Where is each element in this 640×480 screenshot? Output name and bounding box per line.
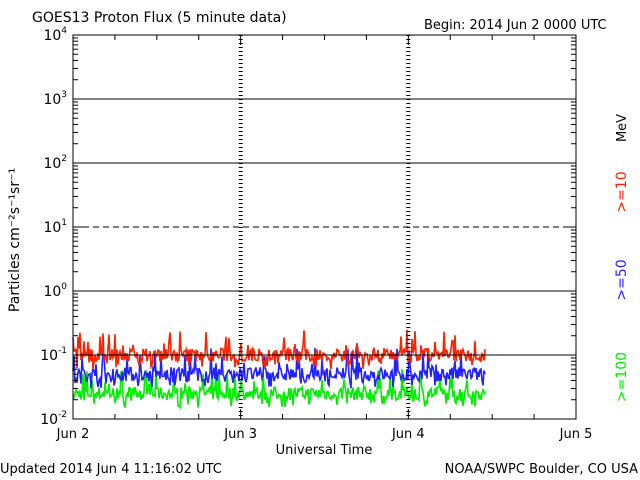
updated-timestamp: Updated 2014 Jun 4 11:16:02 UTC <box>0 462 222 477</box>
x-tick-label: Jun 3 <box>223 427 257 442</box>
x-axis-label: Universal Time <box>276 443 373 458</box>
y-tick-label: 100 <box>43 282 67 300</box>
y-tick-label: 10-2 <box>40 410 67 428</box>
chart-title: GOES13 Proton Flux (5 minute data) <box>32 10 287 26</box>
y-tick-label: 103 <box>43 90 67 108</box>
y-tick-label: 10-1 <box>40 346 67 364</box>
legend-item-10mev: >=10 <box>614 171 630 212</box>
series-100mev <box>72 369 486 410</box>
y-axis-label: Particles cm⁻²s⁻¹sr⁻¹ <box>7 168 23 312</box>
x-tick-label: Jun 4 <box>391 427 425 442</box>
series-50mev <box>72 347 486 389</box>
legend-item-50mev: >=50 <box>614 259 630 300</box>
x-axis-ticks: Jun 2 Jun 3 Jun 4 Jun 5 <box>56 35 593 442</box>
x-tick-label: Jun 5 <box>559 427 593 442</box>
legend-unit: MeV <box>615 114 630 142</box>
series-layer <box>72 329 486 410</box>
x-tick-label: Jun 2 <box>56 427 90 442</box>
y-tick-label: 101 <box>43 218 67 236</box>
y-axis-ticks: 10-2 10-1 100 101 102 103 104 <box>40 26 576 428</box>
y-tick-label: 102 <box>43 154 67 172</box>
y-tick-label: 104 <box>43 26 67 44</box>
legend-item-100mev: >=100 <box>614 352 630 402</box>
credit-text: NOAA/SWPC Boulder, CO USA <box>445 462 638 477</box>
grid-layer <box>73 35 576 419</box>
begin-time: Begin: 2014 Jun 2 0000 UTC <box>424 18 607 33</box>
